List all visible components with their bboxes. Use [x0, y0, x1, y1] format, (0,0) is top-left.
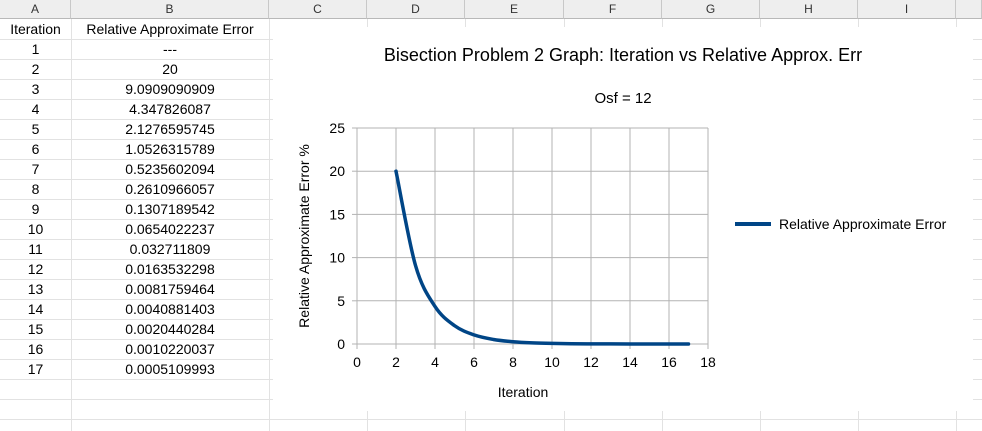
y-axis-label: Relative Approximate Error % — [296, 144, 312, 328]
x-axis-label: Iteration — [498, 384, 549, 400]
cell-iteration[interactable]: 3 — [31, 81, 40, 97]
x-tick-label: 12 — [583, 354, 599, 370]
cell-relative-error[interactable]: 0.5235602094 — [125, 161, 215, 177]
cell-relative-error[interactable]: 0.0081759464 — [125, 281, 215, 297]
y-tick-label: 20 — [329, 163, 345, 179]
y-tick-label: 10 — [329, 250, 345, 266]
cell-iteration[interactable]: 11 — [28, 241, 43, 257]
column-header-a[interactable]: A — [0, 0, 71, 19]
y-tick-label: 0 — [337, 336, 345, 352]
cell-relative-error[interactable]: 0.0005109993 — [125, 361, 215, 377]
chart-title: Bisection Problem 2 Graph: Iteration vs … — [384, 45, 862, 65]
cell-iteration[interactable]: 8 — [31, 181, 40, 197]
cell-relative-error[interactable]: 20 — [162, 61, 178, 77]
cell-relative-error[interactable]: 0.0040881403 — [125, 301, 215, 317]
cell-relative-error[interactable]: 0.0010220037 — [125, 341, 215, 357]
cell-iteration[interactable]: 7 — [31, 161, 40, 177]
column-header-h[interactable]: H — [760, 0, 858, 19]
column-header-i[interactable]: I — [858, 0, 956, 19]
cell-relative-error[interactable]: 0.2610966057 — [125, 181, 215, 197]
cell-relative-error[interactable]: 0.032711809 — [129, 241, 211, 257]
column-gridline — [269, 19, 270, 431]
column-gridline — [71, 19, 72, 431]
column-header-b[interactable]: B — [71, 0, 269, 19]
cell-iteration[interactable]: 13 — [27, 281, 44, 297]
x-tick-label: 16 — [661, 354, 677, 370]
cell-iteration[interactable]: 1 — [31, 41, 40, 57]
x-tick-label: 10 — [544, 354, 560, 370]
cell-iteration[interactable]: 15 — [27, 321, 44, 337]
cell-a1[interactable]: Iteration — [10, 21, 61, 37]
cell-relative-error[interactable]: --- — [163, 41, 177, 57]
legend-entry: Relative Approximate Error — [779, 216, 947, 232]
x-tick-label: 18 — [700, 354, 716, 370]
x-tick-label: 6 — [470, 354, 478, 370]
cell-relative-error[interactable]: 4.347826087 — [129, 101, 211, 117]
cell-iteration[interactable]: 6 — [31, 141, 40, 157]
cell-iteration[interactable]: 5 — [31, 121, 40, 137]
y-tick-label: 5 — [337, 293, 345, 309]
cell-relative-error[interactable]: 0.0654022237 — [125, 221, 215, 237]
y-tick-label: 15 — [329, 206, 345, 222]
x-tick-label: 4 — [431, 354, 439, 370]
column-header-d[interactable]: D — [367, 0, 465, 19]
cell-relative-error[interactable]: 9.0909090909 — [125, 81, 215, 97]
y-tick-label: 25 — [329, 120, 345, 136]
cell-iteration[interactable]: 16 — [27, 341, 44, 357]
cell-relative-error[interactable]: 2.1276595745 — [125, 121, 215, 137]
chart-svg: Bisection Problem 2 Graph: Iteration vs … — [296, 45, 947, 400]
column-header-c[interactable]: C — [269, 0, 367, 19]
cell-relative-error[interactable]: 0.0020440284 — [125, 321, 215, 337]
row-gridline — [0, 419, 982, 420]
cell-iteration[interactable]: 2 — [31, 61, 40, 77]
cell-relative-error[interactable]: 0.0163532298 — [125, 261, 215, 277]
x-tick-label: 8 — [509, 354, 517, 370]
cell-b1[interactable]: Relative Approximate Error — [86, 21, 254, 37]
x-tick-label: 0 — [353, 354, 361, 370]
column-header-next[interactable] — [956, 0, 982, 19]
x-tick-label: 14 — [622, 354, 638, 370]
cell-iteration[interactable]: 9 — [31, 201, 40, 217]
line-chart[interactable]: Bisection Problem 2 Graph: Iteration vs … — [273, 27, 973, 411]
cell-relative-error[interactable]: 1.0526315789 — [125, 141, 215, 157]
column-header-f[interactable]: F — [564, 0, 662, 19]
cell-iteration[interactable]: 12 — [27, 261, 44, 277]
series-line[interactable] — [394, 169, 691, 346]
cell-relative-error[interactable]: 0.1307189542 — [125, 201, 215, 217]
cell-iteration[interactable]: 14 — [27, 301, 44, 317]
x-tick-label: 2 — [392, 354, 400, 370]
column-header-g[interactable]: G — [662, 0, 760, 19]
cell-iteration[interactable]: 17 — [27, 361, 44, 377]
chart-subtitle: Osf = 12 — [594, 90, 651, 107]
plot-area: 0 2 4 6 8 10 12 14 16 18 0 5 10 15 20 25 — [329, 120, 716, 370]
cell-iteration[interactable]: 10 — [27, 221, 44, 237]
cell-iteration[interactable]: 4 — [31, 101, 40, 117]
column-header-e[interactable]: E — [465, 0, 564, 19]
